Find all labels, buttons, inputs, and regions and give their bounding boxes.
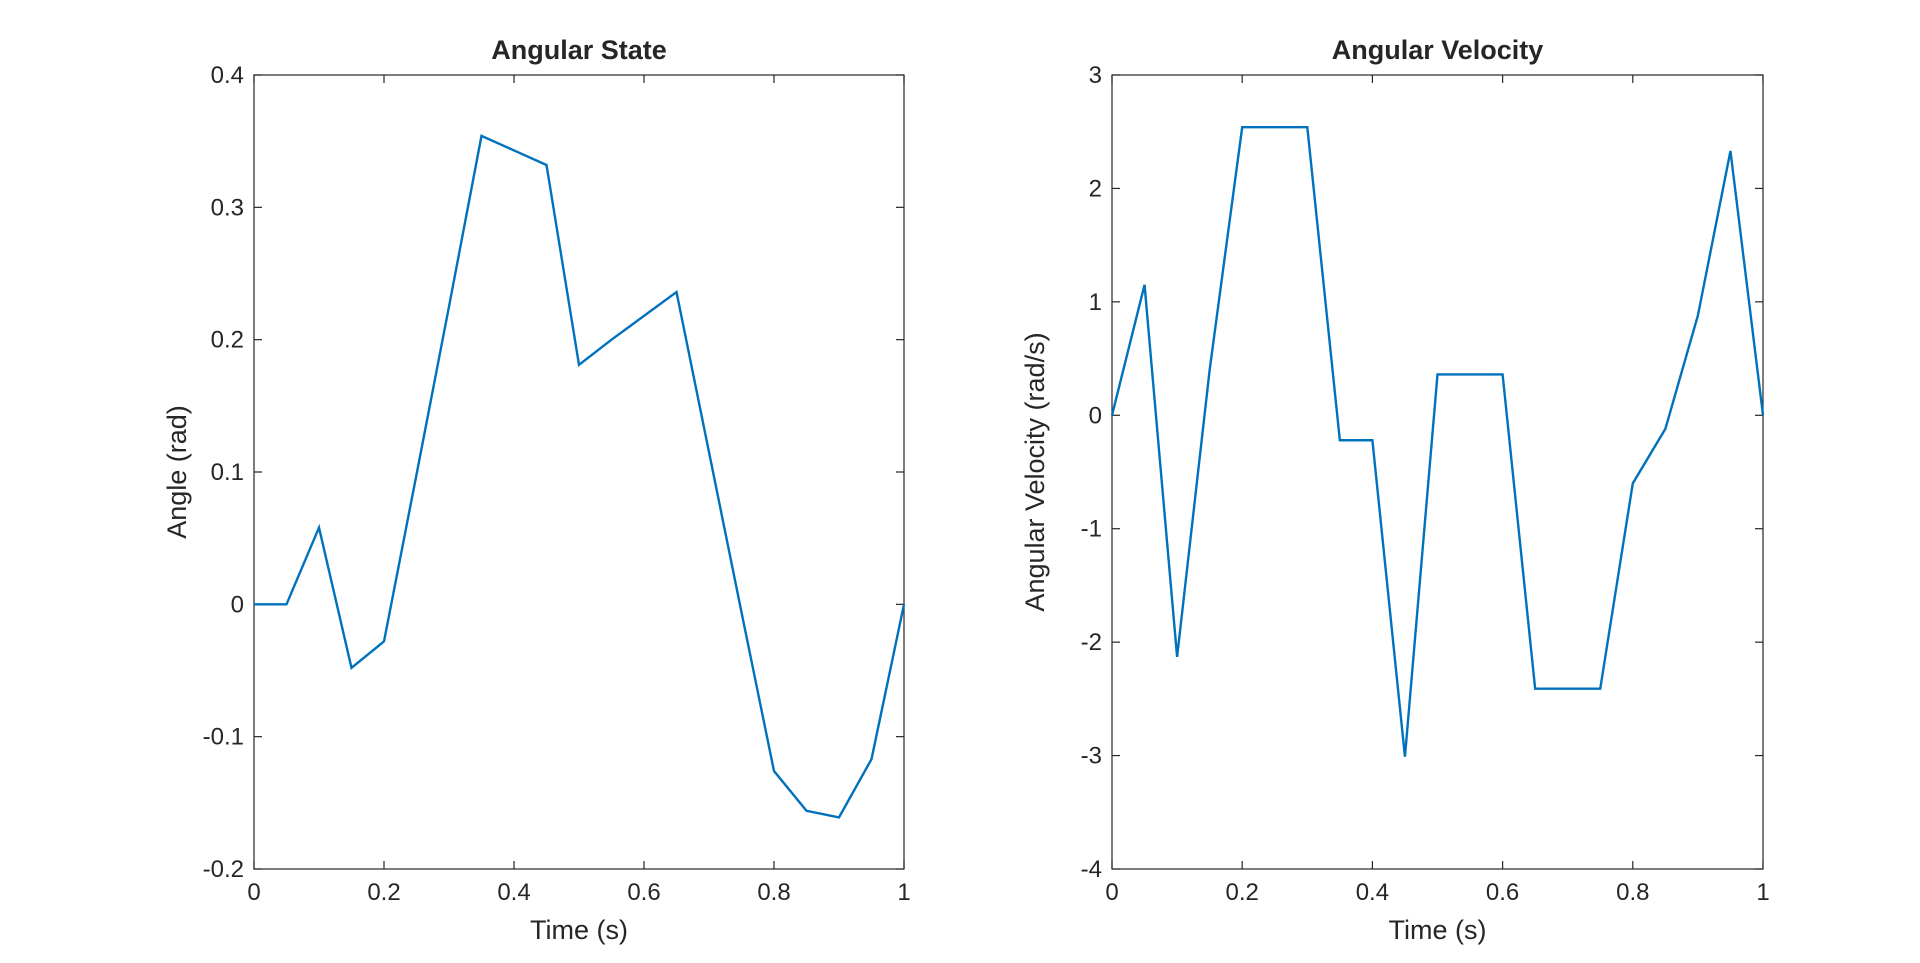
angular-state-y-tick-label: 0.1 — [211, 459, 244, 486]
angular-velocity-x-tick-label: 0.8 — [1616, 879, 1649, 906]
angular-state-x-tick-label: 0.2 — [367, 879, 400, 906]
angular-state-y-axis-label: Angle (rad) — [162, 405, 192, 539]
angular-velocity-y-tick-label: 2 — [1089, 175, 1102, 202]
angular-velocity-x-tick-label: 0 — [1105, 879, 1118, 906]
angular-velocity-y-axis-label: Angular Velocity (rad/s) — [1020, 332, 1050, 611]
angular-velocity-x-tick-label: 1 — [1756, 879, 1769, 906]
angular-velocity-y-tick-label: -1 — [1081, 516, 1102, 543]
angular-velocity-plot-box — [1111, 74, 1764, 870]
angular-velocity-x-tick-label: 0.4 — [1356, 879, 1389, 906]
angular-velocity-y-tick-label: -3 — [1081, 743, 1102, 770]
angular-velocity-x-tick-label: 0.6 — [1486, 879, 1519, 906]
angular-state-x-tick-label: 1 — [897, 879, 910, 906]
angular-velocity-x-axis-label: Time (s) — [1389, 915, 1487, 945]
angular-velocity-y-tick-label: 3 — [1089, 62, 1102, 89]
angular-velocity-title: Angular Velocity — [1332, 35, 1544, 65]
angular-state-y-tick-label: 0.4 — [211, 62, 244, 89]
angular-state-axes: 0 0.2 0.4 0.6 0.8 1 -0.2 -0.1 0 0.1 0.2 0.3 0.4 Angul… — [162, 35, 911, 945]
angular-state-series-line — [254, 134, 906, 819]
angular-state-y-tick-label: 0.2 — [211, 327, 244, 354]
angular-state-x-axis-label: Time (s) — [530, 915, 628, 945]
angular-state-plot-box — [253, 74, 905, 870]
angular-state-x-tick-label: 0.4 — [497, 879, 530, 906]
angular-state-y-tick-label: -0.1 — [203, 724, 244, 751]
angular-state-x-tick-label: 0.6 — [627, 879, 660, 906]
angular-state-y-tick-label: -0.2 — [203, 856, 244, 883]
angular-velocity-y-tick-label: 0 — [1089, 402, 1102, 429]
angular-velocity-y-tick-label: -4 — [1081, 856, 1102, 883]
angular-state-x-tick-label: 0 — [247, 879, 260, 906]
angular-velocity-y-tick-label: 1 — [1089, 289, 1102, 316]
angular-state-title: Angular State — [491, 35, 667, 65]
angular-velocity-y-tick-label: -2 — [1081, 629, 1102, 656]
angular-velocity-x-tick-label: 0.2 — [1226, 879, 1259, 906]
angular-state-y-tick-label: 0.3 — [211, 194, 244, 221]
angular-velocity-series-line — [1110, 125, 1765, 757]
angular-velocity-axes: 0 0.2 0.4 0.6 0.8 1 -4 -3 -2 -1 0 1 2 3 Angular Veloci… — [1020, 35, 1770, 945]
angular-state-x-tick-label: 0.8 — [757, 879, 790, 906]
angular-state-y-tick-label: 0 — [231, 591, 244, 618]
